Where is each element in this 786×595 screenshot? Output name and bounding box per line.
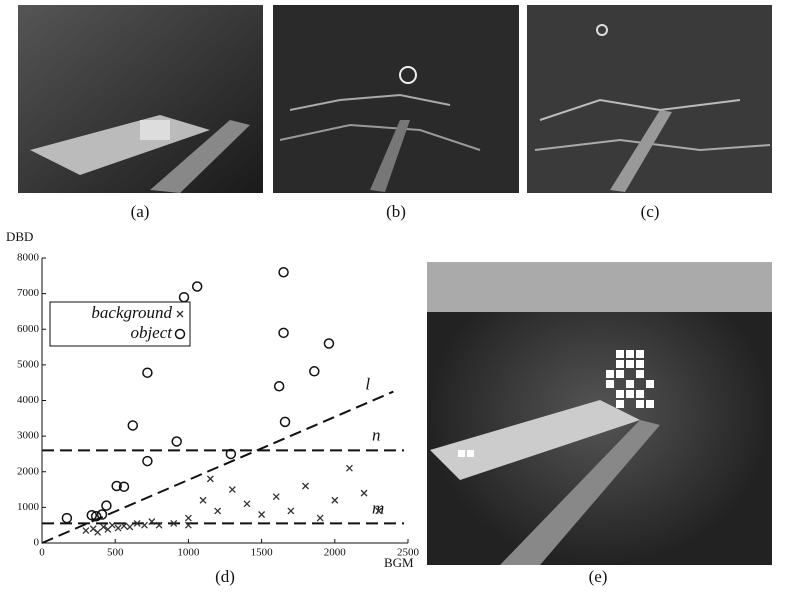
cross-marker: [303, 483, 309, 489]
cross-marker: [346, 465, 352, 471]
circle-marker: [128, 421, 137, 430]
figure: (a) (b) (c) (e) (d) DBD BGM 050010001500…: [0, 0, 786, 595]
panel-caption: (b): [386, 202, 406, 221]
y-tick-label: 0: [34, 537, 40, 549]
x-tick-label: 0: [39, 547, 45, 559]
y-tick-label: 1000: [17, 501, 40, 513]
reference-line-label: m: [372, 498, 384, 517]
image-a: [18, 5, 263, 193]
reference-line-label: n: [372, 425, 381, 444]
cross-marker: [200, 497, 206, 503]
image-e: [427, 262, 772, 565]
cross-marker: [215, 508, 221, 514]
circle-marker: [180, 293, 189, 302]
y-tick-label: 2000: [17, 465, 40, 477]
cross-marker: [288, 508, 294, 514]
cross-marker: [109, 522, 115, 528]
cross-marker: [229, 487, 235, 493]
circle-marker: [193, 282, 202, 291]
cross-marker: [127, 524, 133, 530]
cross-marker: [95, 529, 101, 535]
x-tick-label: 2500: [397, 547, 420, 559]
x-tick-label: 500: [107, 547, 124, 559]
cross-marker: [83, 528, 89, 534]
circle-marker: [281, 417, 290, 426]
cross-marker: [244, 501, 250, 507]
cross-marker: [115, 525, 121, 531]
cross-marker: [273, 494, 279, 500]
cross-marker: [207, 476, 213, 482]
circle-marker: [279, 328, 288, 337]
diagonal-label: l: [365, 375, 370, 394]
cross-marker: [185, 515, 191, 521]
panel-caption: (d): [215, 567, 235, 586]
circle-marker: [172, 437, 181, 446]
y-tick-label: 8000: [17, 252, 40, 264]
legend-label: background: [91, 303, 172, 322]
circle-marker: [324, 339, 333, 348]
circle-marker: [102, 501, 111, 510]
circle-marker: [143, 368, 152, 377]
circle-marker: [62, 514, 71, 523]
x-tick-label: 2000: [324, 547, 347, 559]
y-tick-label: 4000: [17, 394, 40, 406]
cross-marker: [332, 497, 338, 503]
cross-marker: [259, 512, 265, 518]
y-tick-label: 6000: [17, 323, 40, 335]
y-axis-label: DBD: [6, 229, 33, 244]
x-tick-label: 1000: [177, 547, 200, 559]
cross-marker: [317, 515, 323, 521]
y-tick-label: 5000: [17, 358, 40, 370]
axes-frame: [42, 258, 408, 543]
y-tick-label: 3000: [17, 430, 40, 442]
circle-marker: [279, 268, 288, 277]
panel-caption: (c): [641, 202, 660, 221]
legend-label: object: [130, 323, 173, 342]
y-tick-label: 7000: [17, 287, 40, 299]
cross-marker: [361, 490, 367, 496]
image-c: [527, 5, 772, 193]
circle-marker: [275, 382, 284, 391]
panel-caption: (a): [131, 202, 150, 221]
figure-canvas: (a) (b) (c) (e) (d) DBD BGM 050010001500…: [0, 0, 786, 595]
x-tick-label: 1500: [251, 547, 274, 559]
circle-marker: [143, 457, 152, 466]
image-b: [273, 5, 519, 193]
circle-marker: [310, 367, 319, 376]
cross-marker: [141, 522, 147, 528]
panel-caption: (e): [589, 567, 608, 586]
